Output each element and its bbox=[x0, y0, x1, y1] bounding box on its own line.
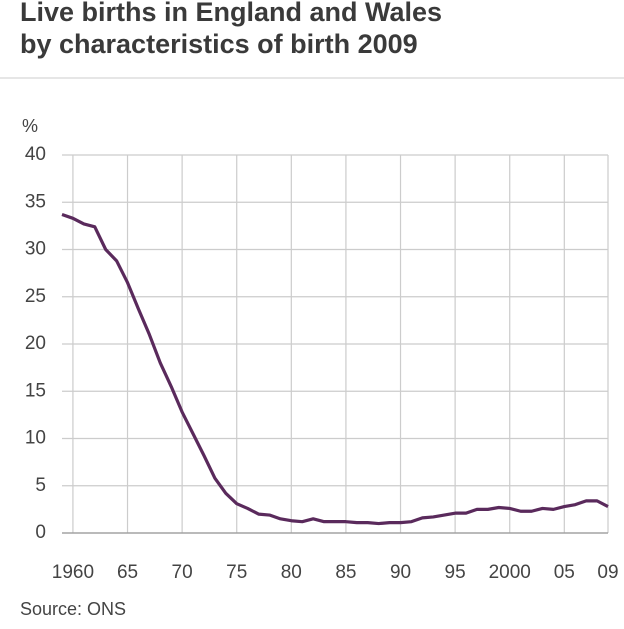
x-tick-label: 70 bbox=[172, 562, 193, 583]
y-tick-label: 15 bbox=[25, 380, 46, 401]
x-tick-label: 80 bbox=[281, 562, 302, 583]
chart-subtitle: by characteristics of birth 2009 bbox=[20, 29, 418, 59]
x-tick-label: 75 bbox=[226, 562, 247, 583]
x-tick-label: 65 bbox=[117, 562, 138, 583]
x-tick-label: 1960 bbox=[52, 562, 94, 583]
source: Source: ONS bbox=[20, 599, 126, 619]
y-tick-label: 10 bbox=[25, 428, 46, 449]
y-tick-label: 35 bbox=[25, 191, 46, 212]
x-tick-label: 95 bbox=[445, 562, 466, 583]
x-tick-label: 05 bbox=[554, 562, 575, 583]
data-line bbox=[61, 213, 609, 526]
y-axis-label: % bbox=[22, 116, 38, 136]
x-tick-label: 90 bbox=[390, 562, 411, 583]
y-tick-label: 30 bbox=[25, 239, 46, 260]
x-tick-label: 2000 bbox=[489, 562, 531, 583]
y-tick-label: 5 bbox=[35, 475, 46, 496]
x-tick-label: 85 bbox=[335, 562, 356, 583]
y-tick-label: 20 bbox=[25, 333, 46, 354]
chart-title: Live births in England and Wales bbox=[20, 0, 442, 27]
y-tick-label: 25 bbox=[25, 286, 46, 307]
x-tick-label: 09 bbox=[597, 562, 618, 583]
y-tick-label: 40 bbox=[25, 144, 46, 165]
y-tick-label: 0 bbox=[35, 522, 46, 543]
